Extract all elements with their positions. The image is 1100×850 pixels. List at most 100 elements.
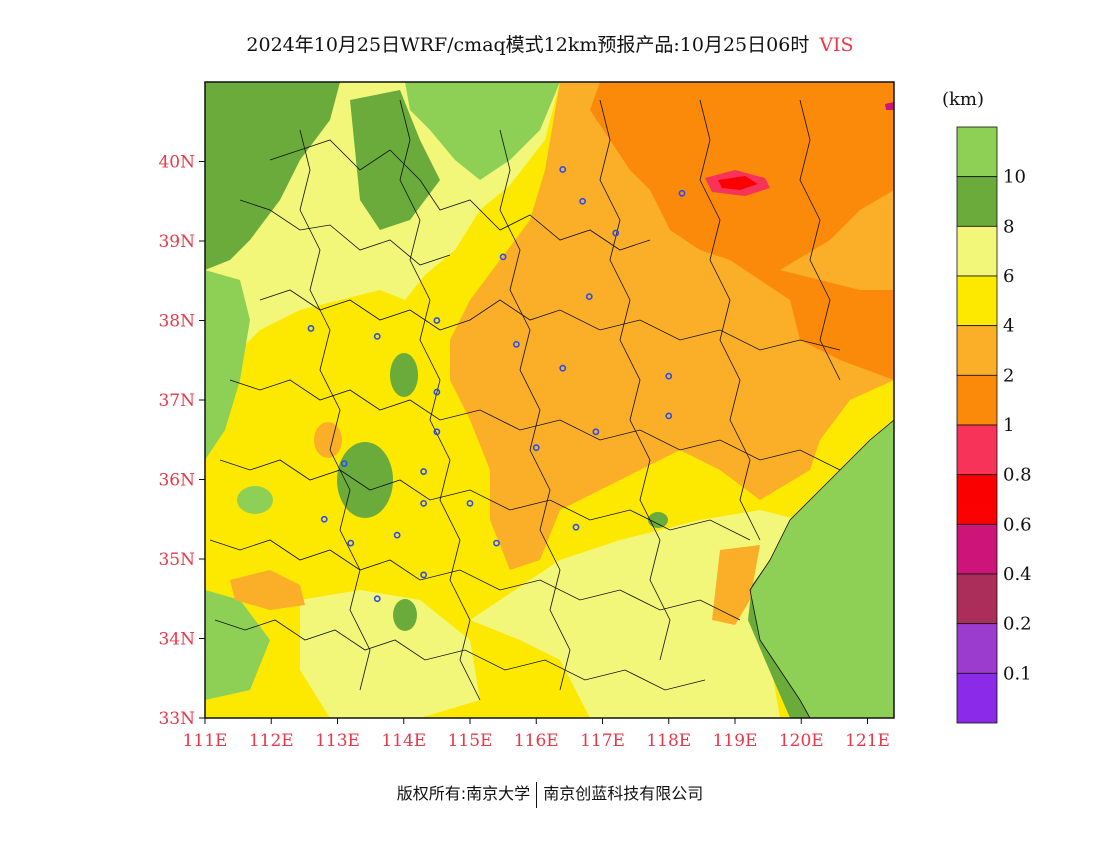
- colorbar-level-label: 0.6: [1003, 514, 1032, 535]
- lat-tick-label: 39N: [158, 232, 195, 252]
- station-marker: [393, 531, 401, 539]
- lon-tick-label: 113E: [315, 731, 360, 751]
- sea-area: [750, 420, 894, 718]
- patch-over-10-center: [337, 442, 393, 518]
- lon-tick-label: 116E: [514, 731, 559, 751]
- zone-1-2-northeast: [590, 82, 894, 380]
- lon-tick-label: 117E: [580, 731, 625, 751]
- colorbar-level-label: 0.2: [1003, 614, 1032, 635]
- station-marker: [433, 317, 441, 324]
- station-marker: [307, 325, 315, 332]
- station-marker: [579, 197, 587, 205]
- station-marker: [665, 372, 673, 380]
- station-marker: [466, 499, 474, 507]
- colorbar-unit: (km): [942, 89, 985, 110]
- station-marker: [420, 499, 428, 507]
- variable-label: VIS: [819, 34, 854, 56]
- copyright-left: 版权所有:南京大学: [396, 784, 531, 803]
- patch-8-10-east: [648, 512, 668, 528]
- station-marker: [373, 332, 381, 340]
- station-marker: [420, 571, 428, 579]
- station-marker: [532, 444, 540, 452]
- colorbar-level-label: 10: [1003, 167, 1026, 188]
- colorbar-swatch: [956, 275, 998, 327]
- station-marker: [340, 460, 348, 467]
- zone-over-10-sw: [205, 590, 270, 700]
- zone-over-10-north: [405, 82, 560, 180]
- station-marker: [320, 515, 328, 523]
- lat-tick-label: 35N: [158, 550, 195, 570]
- footer-divider: [536, 781, 538, 808]
- colorbar-level-label: 0.8: [1003, 465, 1032, 486]
- colorbar-level-label: 4: [1003, 316, 1014, 337]
- station-marker: [592, 428, 600, 436]
- chart-title: 2024年10月25日WRF/cmaq模式12km预报产品:10月25日06时 V…: [0, 30, 1100, 57]
- zone-over-10-west: [205, 270, 250, 460]
- colorbar-swatch: [956, 176, 998, 227]
- colorbar-swatch: [956, 623, 998, 674]
- lon-tick-label: 119E: [713, 731, 758, 751]
- station-markers: [307, 166, 686, 603]
- zone-8-10-northwest: [205, 82, 340, 270]
- patch-8-10-south: [393, 599, 417, 631]
- station-marker: [572, 523, 580, 531]
- lat-tick-label: 40N: [158, 153, 195, 173]
- station-marker: [512, 340, 520, 348]
- lon-tick-label: 118E: [646, 731, 691, 751]
- colorbar-level-label: 0.4: [1003, 564, 1032, 585]
- lon-tick-label: 112E: [249, 731, 294, 751]
- zone-2-4-inset: [780, 190, 894, 290]
- colorbar-level-label: 6: [1003, 266, 1014, 287]
- colorbar-swatch: [956, 325, 998, 376]
- lon-tick-label: 114E: [381, 731, 426, 751]
- boundary-lines: [209, 99, 894, 718]
- colorbar-level-label: 1: [1003, 415, 1014, 436]
- station-marker: [373, 595, 381, 603]
- colorbar-level-label: 2: [1003, 365, 1014, 386]
- lat-tick-label: 36N: [158, 471, 195, 491]
- station-marker: [678, 189, 686, 197]
- latitude-axis: 33N 34N 35N 36N 37N 38N 39N 40N: [158, 153, 205, 729]
- colorbar-swatch: [956, 672, 998, 724]
- lon-tick-label: 115E: [448, 731, 493, 751]
- station-marker: [559, 364, 567, 372]
- station-marker: [559, 166, 567, 173]
- station-marker: [433, 388, 441, 396]
- copyright-right: 南京创蓝科技有限公司: [543, 784, 704, 803]
- station-marker: [499, 253, 507, 261]
- zone-6-8-southeast: [470, 510, 800, 718]
- title-text: 2024年10月25日WRF/cmaq模式12km预报产品:10月25日06时: [246, 34, 810, 56]
- colorbar-swatch: [956, 474, 998, 525]
- lat-tick-label: 33N: [158, 709, 195, 729]
- colorbar: 10 8 6 4 2 1 0.8 0.6 0.4 0.2 0.1: [956, 126, 1032, 724]
- lon-tick-label: 120E: [779, 731, 824, 751]
- lat-tick-label: 37N: [158, 391, 195, 411]
- longitude-axis: 111E 112E 113E 114E 115E 116E 117E 118E 119E 120E…: [183, 718, 890, 751]
- colorbar-swatch: [956, 225, 998, 277]
- colorbar-level-label: 0.1: [1003, 663, 1032, 684]
- patch-2-4-west: [314, 422, 342, 458]
- colorbar-swatch: [956, 126, 998, 178]
- zone-below-0.8-core: [718, 176, 758, 190]
- station-marker: [665, 412, 673, 420]
- zone-2-4-sw: [230, 570, 305, 610]
- patch-8-10-west: [237, 486, 273, 514]
- lon-tick-label: 111E: [183, 731, 228, 751]
- lat-tick-label: 34N: [158, 630, 195, 650]
- colorbar-swatch: [956, 573, 998, 625]
- colorbar-swatch: [956, 374, 998, 426]
- colorbar-level-label: 8: [1003, 216, 1014, 237]
- copyright-footer: 版权所有:南京大学 南京创蓝科技有限公司: [0, 780, 1100, 808]
- visibility-field: [205, 82, 894, 718]
- zone-8-10-north: [350, 90, 440, 230]
- zone-2-4-east-strip: [712, 545, 760, 625]
- station-marker: [420, 468, 428, 475]
- zone-6-8-south: [300, 590, 480, 718]
- colorbar-swatch: [956, 523, 998, 575]
- patch-over-10-small: [390, 353, 418, 397]
- colorbar-swatch: [956, 424, 998, 476]
- station-marker: [585, 293, 593, 301]
- zone-below-1-edge: [885, 102, 894, 110]
- station-marker: [347, 539, 355, 547]
